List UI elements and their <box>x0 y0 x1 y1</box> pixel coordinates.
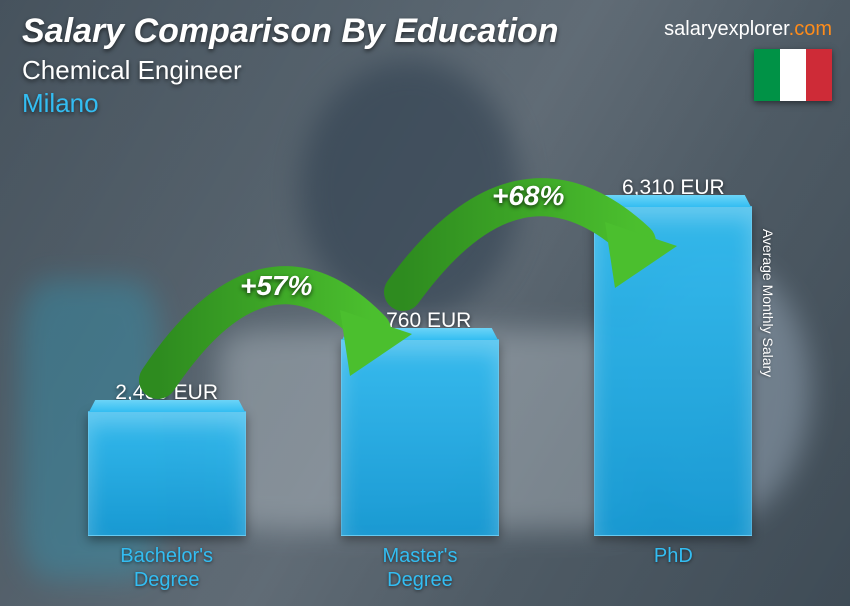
flag-stripe <box>754 49 780 101</box>
flag-stripe <box>780 49 806 101</box>
location: Milano <box>22 88 559 119</box>
x-axis-label: Master'sDegree <box>320 544 520 592</box>
increase-percent: +68% <box>492 180 564 212</box>
header: Salary Comparison By Education Chemical … <box>22 12 559 119</box>
site-name-text: salaryexplorer <box>664 18 789 40</box>
bar <box>88 411 246 537</box>
job-title: Chemical Engineer <box>22 55 559 86</box>
flag-italy-icon <box>754 49 832 101</box>
flag-stripe <box>806 49 832 101</box>
x-labels: Bachelor'sDegree Master'sDegree PhD <box>40 544 800 592</box>
increase-percent: +57% <box>240 270 312 302</box>
page-title: Salary Comparison By Education <box>22 12 559 51</box>
bar-chart: 2,400 EUR3,760 EUR6,310 EUR Bachelor'sDe… <box>40 152 800 592</box>
x-axis-label: PhD <box>573 544 773 592</box>
increase-arrow-icon <box>375 122 695 322</box>
x-axis-label: Bachelor'sDegree <box>67 544 267 592</box>
site-name: salaryexplorer.com <box>664 18 832 41</box>
branding: salaryexplorer.com <box>664 18 832 101</box>
site-domain: .com <box>789 18 832 40</box>
